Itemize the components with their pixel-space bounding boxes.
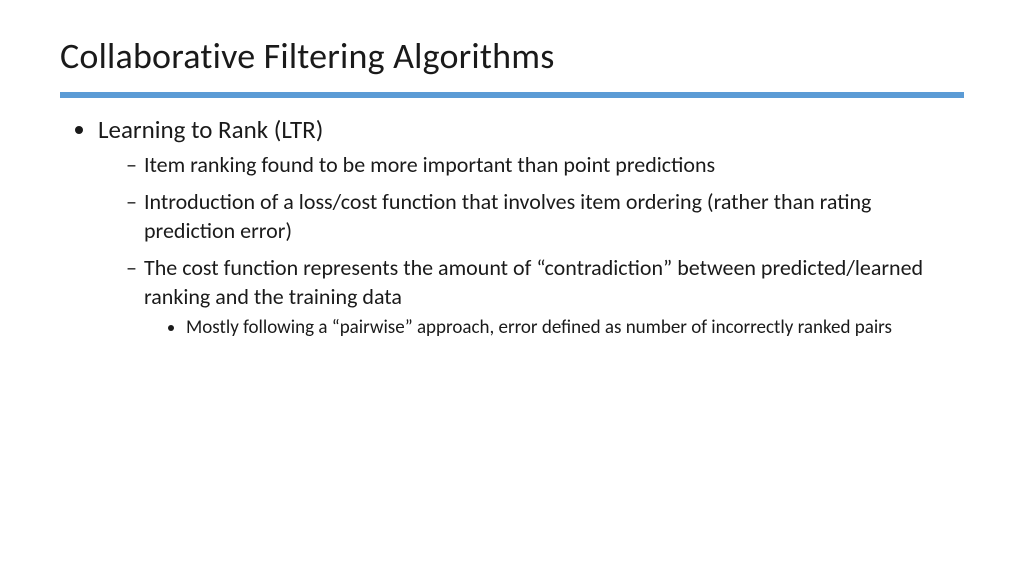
bullet-text: Introduction of a loss/cost function tha…: [144, 188, 871, 244]
bullet-text: The cost function represents the amount …: [144, 254, 923, 310]
list-item: Learning to Rank (LTR) Item ranking foun…: [98, 114, 964, 340]
bullet-list-lvl2: Item ranking found to be more important …: [98, 150, 964, 340]
bullet-list-lvl3: Mostly following a “pairwise” approach, …: [144, 315, 964, 340]
list-item: Mostly following a “pairwise” approach, …: [186, 315, 964, 340]
bullet-text: Mostly following a “pairwise” approach, …: [186, 316, 892, 339]
bullet-text: Item ranking found to be more important …: [144, 151, 715, 178]
list-item: The cost function represents the amount …: [126, 253, 964, 340]
title-underline: [60, 92, 964, 98]
list-item: Introduction of a loss/cost function tha…: [126, 187, 964, 245]
slide-title: Collaborative Filtering Algorithms: [60, 34, 964, 78]
slide: Collaborative Filtering Algorithms Learn…: [0, 0, 1024, 576]
bullet-text: Learning to Rank (LTR): [98, 114, 323, 145]
bullet-list-lvl1: Learning to Rank (LTR) Item ranking foun…: [60, 114, 964, 340]
list-item: Item ranking found to be more important …: [126, 150, 964, 179]
